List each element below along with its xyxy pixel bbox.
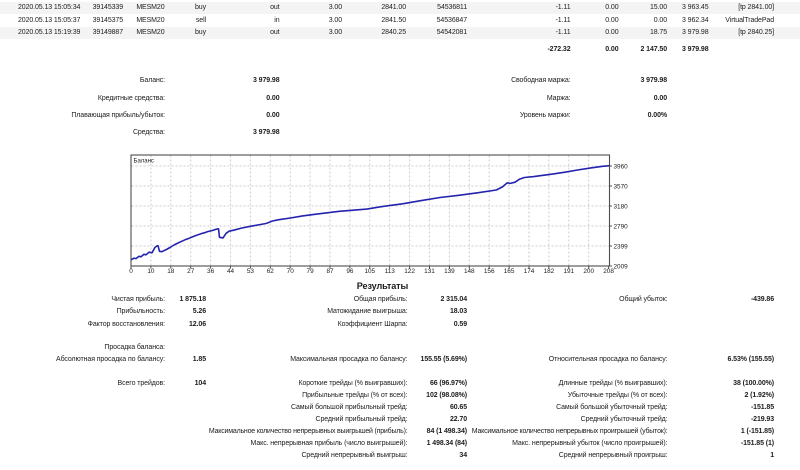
svg-text:182: 182 (544, 268, 555, 275)
svg-text:3960: 3960 (614, 163, 629, 170)
svg-text:3180: 3180 (614, 203, 629, 210)
svg-text:165: 165 (504, 268, 515, 275)
svg-text:2399: 2399 (614, 243, 629, 250)
svg-text:10: 10 (147, 268, 155, 275)
svg-text:18: 18 (167, 268, 175, 275)
svg-text:2790: 2790 (614, 223, 629, 230)
svg-text:79: 79 (307, 268, 315, 275)
svg-text:139: 139 (444, 268, 455, 275)
svg-text:156: 156 (484, 268, 495, 275)
svg-text:96: 96 (346, 268, 354, 275)
svg-text:174: 174 (524, 268, 535, 275)
svg-text:131: 131 (424, 268, 435, 275)
svg-text:105: 105 (364, 268, 375, 275)
svg-text:2009: 2009 (614, 263, 629, 270)
svg-text:53: 53 (247, 268, 255, 275)
svg-text:Баланс: Баланс (134, 159, 154, 165)
svg-text:36: 36 (207, 268, 215, 275)
svg-text:122: 122 (404, 268, 415, 275)
svg-text:113: 113 (385, 268, 396, 275)
svg-text:0: 0 (129, 268, 133, 275)
svg-text:200: 200 (583, 268, 594, 275)
svg-text:208: 208 (603, 268, 614, 275)
svg-text:87: 87 (326, 268, 334, 275)
svg-text:27: 27 (187, 268, 195, 275)
svg-text:148: 148 (464, 268, 475, 275)
svg-text:191: 191 (563, 268, 574, 275)
svg-text:44: 44 (227, 268, 235, 275)
svg-text:62: 62 (267, 268, 275, 275)
svg-text:3570: 3570 (614, 183, 629, 190)
svg-text:70: 70 (287, 268, 295, 275)
